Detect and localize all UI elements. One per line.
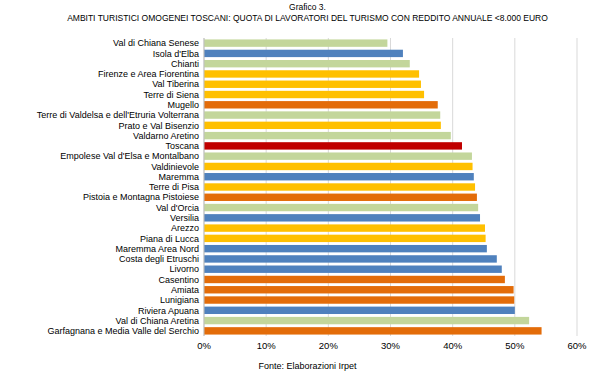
tick-label: 40% [443,340,463,351]
bar [204,81,421,88]
bar [204,101,438,108]
tick-label: 0% [197,340,211,351]
category-label: Terre di Pisa [149,182,199,192]
category-label: Costa degli Etruschi [119,254,199,264]
tick-label: 20% [319,340,339,351]
bar [204,70,419,77]
bar [204,266,502,273]
bars [204,39,542,334]
category-label: Valdarno Aretino [133,131,199,141]
bar [204,132,451,139]
bar [204,183,475,190]
bar [204,327,542,334]
category-label: Val d'Orcia [156,203,199,213]
category-label: Prato e Val Bisenzio [119,121,199,131]
bar [204,255,497,262]
category-label: Amiata [171,285,199,295]
subtitle: AMBITI TURISTICI OMOGENEI TOSCANI: QUOTA… [67,13,548,23]
grid-line [204,38,205,336]
tick-label: 60% [567,340,587,351]
category-label: Arezzo [171,223,199,233]
source: Fonte: Elaborazioni Irpet [258,361,357,371]
bar [204,317,529,324]
category-label: Val di Chiana Aretina [116,316,199,326]
category-label: Piana di Lucca [140,234,199,244]
bar [204,152,472,159]
bar [204,91,424,98]
bar [204,204,478,211]
bar [204,307,515,314]
category-label: Lunigiana [160,295,199,305]
category-label: Chianti [171,59,199,69]
category-label: Val Tiberina [152,79,199,89]
bar [204,194,477,201]
category-label: Valdinievole [151,162,199,172]
axis-line [204,38,205,336]
category-label: Pistoia e Montagna Pistoiese [83,192,199,202]
category-label: Riviera Apuana [138,306,199,316]
bar [204,214,480,221]
bar [204,224,485,231]
category-labels: Val di Chiana SeneseIsola d'ElbaChiantiF… [37,38,199,336]
category-label: Mugello [167,100,199,110]
bar [204,296,514,303]
bar [204,173,474,180]
bar [204,142,462,149]
bar [204,39,387,46]
category-label: Isola d'Elba [153,49,199,59]
category-label: Livorno [169,264,199,274]
category-label: Casentino [158,275,199,285]
grid [204,38,577,336]
category-label: Terre di Siena [143,90,199,100]
category-label: Empolese Val d'Elsa e Montalbano [60,151,199,161]
category-label: Garfagnana e Media Valle del Serchio [48,326,199,336]
chart: Grafico 3.AMBITI TURISTICI OMOGENEI TOSC… [0,0,615,380]
category-label: Firenze e Area Fiorentina [98,69,199,79]
bar [204,111,440,118]
tick-label: 50% [505,340,525,351]
category-label: Versilia [170,213,199,223]
bar [204,235,486,242]
category-label: Maremma [158,172,199,182]
category-label: Toscana [165,141,199,151]
bar [204,122,441,129]
bar [204,60,410,67]
bar [204,276,505,283]
bar [204,163,473,170]
bar [204,50,403,57]
grid-line [514,38,515,336]
bar [204,286,514,293]
category-label: Val di Chiana Senese [113,38,199,48]
bar [204,245,487,252]
x-axis: 0% 10% 20% 30% 40% 50% 60% [197,340,587,351]
category-label: Terre di Valdelsa e dell'Etruria Volterr… [37,110,199,120]
tick-label: 10% [257,340,277,351]
category-label: Maremma Area Nord [115,244,199,254]
tick-label: 30% [381,340,401,351]
grid-line [577,38,578,336]
title: Grafico 3. [289,2,326,12]
